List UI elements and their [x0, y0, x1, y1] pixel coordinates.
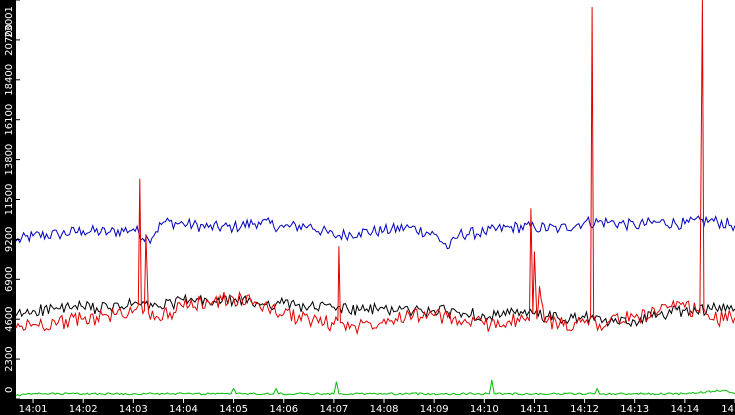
x-tick-label: 14:08: [370, 404, 399, 415]
x-tick-label: 14:09: [420, 404, 449, 415]
x-tick-label: 14:04: [169, 404, 198, 415]
y-tick-label: 11500: [4, 184, 15, 216]
series-line-1: [15, 215, 735, 250]
y-tick-label: 20700: [4, 24, 15, 56]
x-tick-label: 14:13: [620, 404, 649, 415]
series-line-4: [15, 379, 735, 397]
series-line-2: [15, 293, 735, 328]
y-axis-ticks: 0 2300 4600 6900 9200 11500 13800 16100 18400 207…: [4, 0, 20, 400]
x-tick-label: 14:14: [670, 404, 699, 415]
y-tick-label: 16100: [4, 104, 15, 136]
y-tick-label: 2300: [4, 346, 15, 371]
x-tick-label: 14:05: [219, 404, 248, 415]
x-tick-label: 14:02: [69, 404, 98, 415]
y-tick-label: 18400: [4, 64, 15, 96]
x-axis-ticks: 14:01 14:02 14:03 14:04 14:05 14:06 14:07 14:08…: [19, 399, 735, 415]
x-tick-label: 14:10: [470, 404, 499, 415]
x-tick-label: 14:06: [269, 404, 298, 415]
x-tick-label: 14:07: [319, 404, 348, 415]
x-tick-label: 14:11: [520, 404, 549, 415]
x-tick-label: 14:12: [570, 404, 599, 415]
y-tick-label: 4600: [4, 306, 15, 331]
y-tick-label: 9200: [4, 227, 15, 252]
y-axis-band: [0, 0, 16, 415]
x-tick-label: 14: [721, 404, 734, 415]
y-tick-label: 23001: [4, 6, 15, 38]
y-tick-label: 0: [4, 387, 15, 393]
x-tick-label: 14:03: [119, 404, 148, 415]
series-layer: [15, 0, 735, 397]
series-line-3: [15, 0, 735, 336]
y-tick-label: 6900: [4, 267, 15, 292]
x-tick-label: 14:01: [19, 404, 48, 415]
y-tick-label: 13800: [4, 144, 15, 176]
